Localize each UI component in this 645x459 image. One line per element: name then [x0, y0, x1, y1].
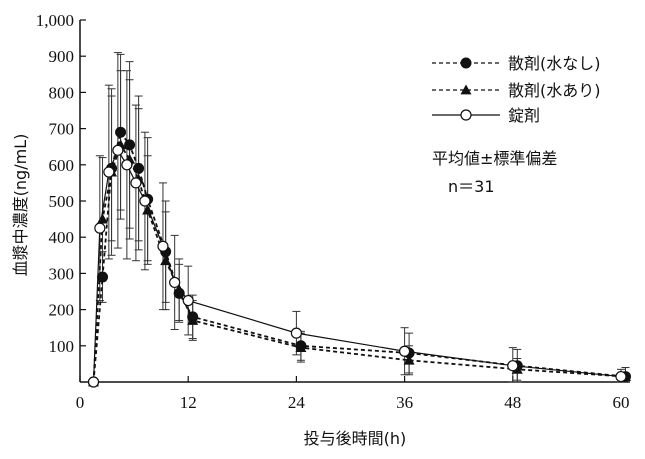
- data-point-1: [187, 314, 199, 325]
- data-point-1: [403, 354, 415, 365]
- data-point-2: [507, 360, 519, 372]
- x-tick-label: 12: [180, 393, 197, 412]
- series-line-2: [92, 149, 622, 383]
- y-tick-label: 900: [49, 47, 75, 66]
- data-point-1: [295, 342, 307, 353]
- legend: 散剤(水なし) 散剤(水あり) 錠剤: [432, 54, 601, 125]
- y-tick-label: 500: [49, 192, 75, 211]
- y-tick-label: 1,000: [36, 11, 74, 30]
- data-point-2: [130, 177, 142, 189]
- data-point-1: [142, 204, 154, 215]
- legend-marker: [460, 57, 472, 69]
- data-point-2: [169, 276, 181, 289]
- data-point-2: [139, 195, 151, 207]
- x-tick-label: 36: [396, 393, 413, 412]
- y-tick-label: 200: [49, 301, 75, 320]
- annotation-n: n＝31: [448, 177, 495, 196]
- annotation-mean-sd: 平均値±標準偏差: [432, 149, 557, 168]
- legend-marker: [460, 109, 472, 121]
- series-line-1: [92, 142, 626, 383]
- data-point-2: [121, 159, 133, 171]
- data-point-0: [97, 271, 109, 283]
- data-point-0: [133, 162, 145, 174]
- y-tick-label: 700: [49, 120, 75, 139]
- legend-label: 錠剤: [508, 106, 540, 125]
- x-tick-label: 24: [288, 393, 306, 412]
- data-point-2: [94, 222, 106, 234]
- y-axis-title: 血漿中濃度(ng/mL): [11, 134, 30, 277]
- y-tick-label: 100: [49, 337, 75, 356]
- x-tick-label: 48: [504, 393, 521, 412]
- data-point-1: [173, 284, 185, 295]
- y-tick-label: 300: [49, 264, 75, 283]
- data-point-2: [398, 345, 411, 357]
- data-point-2: [157, 240, 169, 252]
- legend-marker: [460, 84, 472, 95]
- error-bars: [95, 52, 630, 383]
- data-point-2: [112, 144, 124, 156]
- data-point-0: [124, 139, 136, 151]
- data-point-1: [97, 213, 109, 224]
- data-point-2: [615, 370, 627, 383]
- y-tick-label: 600: [49, 156, 75, 175]
- data-point-0: [115, 126, 127, 138]
- x-axis-title: 投与後時間(h): [304, 429, 407, 448]
- data-point-1: [160, 255, 172, 266]
- x-tick-label: 0: [76, 393, 85, 412]
- data-point-2: [182, 294, 194, 307]
- series-lines: [92, 130, 626, 383]
- legend-label: 散剤(水なし): [508, 54, 601, 73]
- x-tick-label: 60: [612, 393, 629, 412]
- ticks: 0 12 24 36 48 60 100 200 300 400 500 600 700 800 900 1,…: [36, 11, 630, 412]
- data-point-2: [87, 376, 100, 388]
- series-markers: [87, 126, 631, 388]
- data-point-2: [290, 327, 302, 339]
- legend-label: 散剤(水あり): [508, 81, 601, 100]
- y-tick-label: 400: [49, 228, 75, 247]
- y-tick-label: 800: [49, 83, 75, 102]
- series-line-0: [92, 130, 626, 383]
- data-point-2: [103, 166, 115, 178]
